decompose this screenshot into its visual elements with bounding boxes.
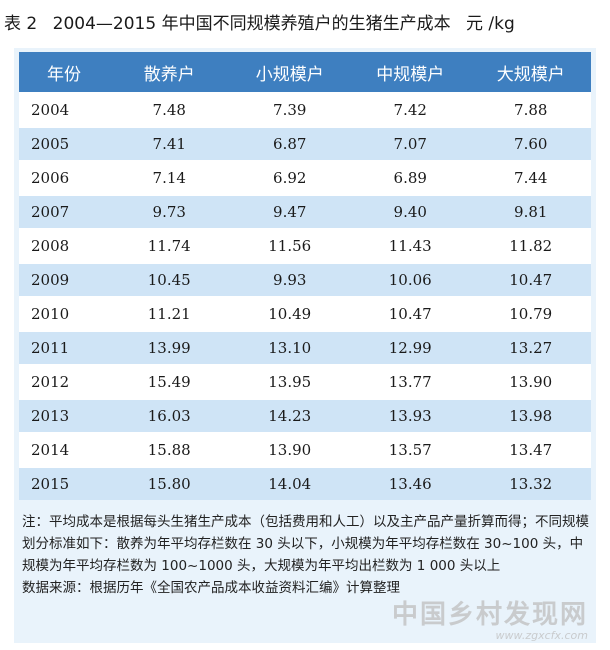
cost-cell: 13.98 (470, 398, 591, 433)
table-row: 2007 9.73 9.47 9.40 9.81 (19, 194, 591, 229)
header-row: 年份 散养户 小规模户 中规模户 大规模户 (19, 52, 591, 93)
cost-cell: 6.87 (229, 126, 350, 161)
cost-cell: 13.90 (229, 432, 350, 467)
cost-cell: 9.73 (109, 194, 230, 229)
cost-cell: 10.06 (350, 262, 471, 297)
table-row: 2011 13.99 13.10 12.99 13.27 (19, 330, 591, 365)
cost-cell: 15.80 (109, 466, 230, 500)
year-cell: 2008 (19, 228, 109, 263)
cost-cell: 13.10 (229, 330, 350, 365)
cost-cell: 13.95 (229, 364, 350, 399)
table-row: 2005 7.41 6.87 7.07 7.60 (19, 126, 591, 161)
year-cell: 2006 (19, 160, 109, 195)
cost-cell: 11.74 (109, 228, 230, 263)
cost-cell: 9.40 (350, 194, 471, 229)
table-panel: 年份 散养户 小规模户 中规模户 大规模户 2004 7.48 7.39 7.42 7.… (14, 48, 596, 643)
cost-cell: 11.21 (109, 296, 230, 331)
year-cell: 2009 (19, 262, 109, 297)
year-cell: 2011 (19, 330, 109, 365)
year-cell: 2007 (19, 194, 109, 229)
cost-cell: 12.99 (350, 330, 471, 365)
watermark-url: www.zgxcfx.com (495, 629, 588, 642)
cost-cell: 14.23 (229, 398, 350, 433)
header-medium-scale: 中规模户 (350, 52, 471, 93)
year-cell: 2005 (19, 126, 109, 161)
table-row: 2009 10.45 9.93 10.06 10.47 (19, 262, 591, 297)
note-text: 注：平均成本是根据每头生猪生产成本（包括费用和人工）以及主产品产量折算而得；不同… (22, 514, 589, 574)
cost-cell: 11.56 (229, 228, 350, 263)
cost-cell: 9.47 (229, 194, 350, 229)
cost-cell: 10.49 (229, 296, 350, 331)
table-row: 2008 11.74 11.56 11.43 11.82 (19, 228, 591, 263)
cost-cell: 13.46 (350, 466, 471, 500)
cost-cell: 6.92 (229, 160, 350, 195)
cost-cell: 13.77 (350, 364, 471, 399)
cost-cell: 11.82 (470, 228, 591, 263)
table-row: 2013 16.03 14.23 13.93 13.98 (19, 398, 591, 433)
table-title-text: 2004—2015 年中国不同规模养殖户的生猪生产成本 (52, 14, 451, 34)
table-row: 2004 7.48 7.39 7.42 7.88 (19, 92, 591, 127)
cost-cell: 13.99 (109, 330, 230, 365)
cost-cell: 10.47 (470, 262, 591, 297)
table-title: 表 2 2004—2015 年中国不同规模养殖户的生猪生产成本 元 /kg (4, 6, 606, 42)
table-row: 2012 15.49 13.95 13.77 13.90 (19, 364, 591, 399)
header-small-scale: 小规模户 (229, 52, 350, 93)
cost-cell: 10.47 (350, 296, 471, 331)
year-cell: 2012 (19, 364, 109, 399)
table-row: 2014 15.88 13.90 13.57 13.47 (19, 432, 591, 467)
header-large-scale: 大规模户 (470, 52, 591, 93)
source-text: 数据来源：根据历年《全国农产品成本收益资料汇编》计算整理 (22, 580, 400, 596)
table-number: 表 2 (4, 14, 38, 34)
cost-cell: 7.42 (350, 92, 471, 127)
year-cell: 2013 (19, 398, 109, 433)
cost-cell: 13.93 (350, 398, 471, 433)
cost-cell: 7.14 (109, 160, 230, 195)
cost-cell: 15.88 (109, 432, 230, 467)
table-row: 2006 7.14 6.92 6.89 7.44 (19, 160, 591, 195)
cost-cell: 6.89 (350, 160, 471, 195)
watermark-text: 中国乡村发现网 (391, 600, 588, 630)
table-notes: 注：平均成本是根据每头生猪生产成本（包括费用和人工）以及主产品产量折算而得；不同… (22, 511, 590, 599)
header-backyard: 散养户 (109, 52, 230, 93)
cost-cell: 13.90 (470, 364, 591, 399)
cost-cell: 13.47 (470, 432, 591, 467)
year-cell: 2010 (19, 296, 109, 331)
cost-cell: 10.79 (470, 296, 591, 331)
cost-cell: 14.04 (229, 466, 350, 500)
cost-cell: 11.43 (350, 228, 471, 263)
cost-cell: 13.32 (470, 466, 591, 500)
cost-cell: 10.45 (109, 262, 230, 297)
cost-cell: 13.27 (470, 330, 591, 365)
year-cell: 2004 (19, 92, 109, 127)
cost-cell: 16.03 (109, 398, 230, 433)
cost-cell: 9.93 (229, 262, 350, 297)
table-row: 2010 11.21 10.49 10.47 10.79 (19, 296, 591, 331)
cost-cell: 7.44 (470, 160, 591, 195)
cost-cell: 7.41 (109, 126, 230, 161)
cost-table: 年份 散养户 小规模户 中规模户 大规模户 2004 7.48 7.39 7.42 7.… (19, 52, 591, 500)
cost-cell: 15.49 (109, 364, 230, 399)
watermark: 中国乡村发现网 www.zgxcfx.com (392, 594, 588, 642)
table-row: 2015 15.80 14.04 13.46 13.32 (19, 466, 591, 500)
cost-cell: 13.57 (350, 432, 471, 467)
cost-cell: 7.39 (229, 92, 350, 127)
year-cell: 2014 (19, 432, 109, 467)
table-unit: 元 /kg (465, 14, 515, 34)
cost-cell: 7.07 (350, 126, 471, 161)
year-cell: 2015 (19, 466, 109, 500)
cost-cell: 7.60 (470, 126, 591, 161)
cost-cell: 7.88 (470, 92, 591, 127)
cost-cell: 9.81 (470, 194, 591, 229)
cost-cell: 7.48 (109, 92, 230, 127)
header-year: 年份 (19, 52, 109, 93)
